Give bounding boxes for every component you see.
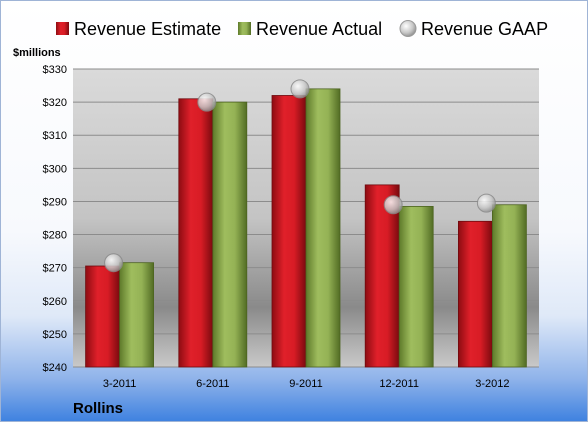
legend-swatch-estimate	[56, 22, 69, 35]
y-tick-label: $250	[43, 329, 67, 341]
legend-item-actual: Revenue Actual	[238, 19, 382, 39]
bar-revenue-actual	[491, 204, 527, 368]
y-tick-label: $240	[43, 362, 67, 374]
legend-swatch-actual	[238, 22, 251, 35]
bar-revenue-estimate	[271, 95, 307, 368]
x-axis-ticks: 3-2011 6-2011 9-2011 12-2011 3-2012	[103, 378, 510, 390]
legend-marker-gaap	[399, 20, 417, 37]
bar-revenue-actual	[119, 262, 154, 368]
marker-revenue-gaap	[104, 253, 124, 273]
bar-revenue-estimate	[85, 265, 120, 368]
y-tick-label: $260	[43, 296, 67, 308]
marker-revenue-gaap	[383, 195, 403, 215]
gaap-markers	[104, 79, 496, 273]
marker-revenue-gaap	[476, 193, 496, 213]
marker-revenue-gaap	[290, 79, 310, 99]
y-tick-label: $300	[43, 163, 67, 175]
bars	[85, 88, 527, 368]
y-axis-unit-label: $millions	[13, 47, 61, 59]
bar-revenue-estimate	[178, 98, 214, 368]
bar-revenue-actual	[212, 101, 248, 368]
legend-label-gaap: Revenue GAAP	[421, 19, 548, 39]
legend-item-gaap: Revenue GAAP	[399, 19, 548, 39]
legend-item-estimate: Revenue Estimate	[56, 19, 221, 39]
y-tick-label: $330	[43, 64, 67, 76]
legend-label-estimate: Revenue Estimate	[74, 19, 221, 39]
y-tick-label: $280	[43, 230, 67, 242]
bar-revenue-estimate	[457, 220, 493, 368]
x-tick-label: 9-2011	[289, 378, 322, 390]
bar-revenue-actual	[305, 88, 341, 368]
y-tick-label: $310	[43, 130, 67, 142]
marker-revenue-gaap	[197, 92, 217, 112]
company-label: Rollins	[73, 400, 123, 417]
x-tick-label: 3-2011	[103, 378, 136, 390]
y-tick-label: $290	[43, 196, 67, 208]
y-axis-ticks: $240 $250 $260 $270 $280 $290 $300 $310 $320 $330	[43, 64, 67, 374]
bar-revenue-actual	[398, 206, 434, 368]
legend: Revenue Estimate Revenue Actual Revenue …	[56, 19, 548, 39]
legend-label-actual: Revenue Actual	[256, 19, 382, 39]
y-tick-label: $270	[43, 263, 67, 275]
x-tick-label: 6-2011	[196, 378, 229, 390]
y-tick-label: $320	[43, 97, 67, 109]
x-tick-label: 12-2011	[379, 378, 419, 390]
x-tick-label: 3-2012	[475, 378, 509, 390]
bar-revenue-estimate	[364, 184, 400, 368]
